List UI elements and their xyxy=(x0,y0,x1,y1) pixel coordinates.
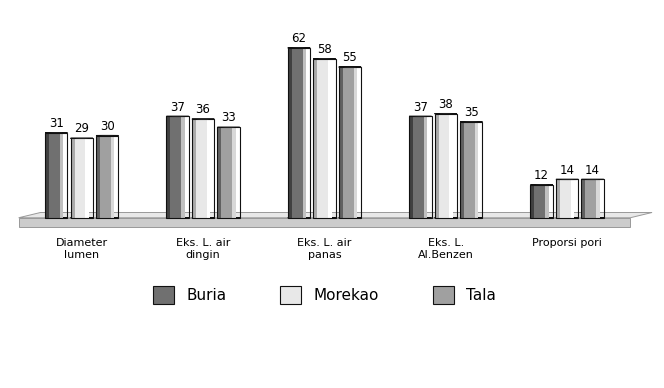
Bar xyxy=(545,185,549,218)
Bar xyxy=(74,138,89,218)
Bar xyxy=(45,133,49,218)
Bar xyxy=(49,133,64,218)
Text: 37: 37 xyxy=(413,100,428,114)
Bar xyxy=(556,179,578,218)
Bar xyxy=(596,179,600,218)
Bar xyxy=(45,133,68,218)
Bar xyxy=(70,138,93,218)
Bar xyxy=(96,135,100,218)
Bar xyxy=(181,116,185,218)
Bar xyxy=(167,116,189,218)
Text: 36: 36 xyxy=(196,103,210,116)
Text: 12: 12 xyxy=(534,169,549,182)
Legend: Buria, Morekao, Tala: Buria, Morekao, Tala xyxy=(148,282,501,308)
Bar xyxy=(434,114,439,218)
Bar xyxy=(535,185,549,218)
Bar xyxy=(100,135,114,218)
Text: 38: 38 xyxy=(438,98,453,111)
Bar xyxy=(464,122,479,218)
Bar xyxy=(560,179,574,218)
Bar xyxy=(196,119,210,218)
Bar xyxy=(556,179,560,218)
Text: 62: 62 xyxy=(291,32,307,45)
Bar xyxy=(586,179,600,218)
Text: 29: 29 xyxy=(74,123,89,135)
Bar xyxy=(192,119,214,218)
Text: 30: 30 xyxy=(100,120,115,133)
Bar xyxy=(582,179,604,218)
Polygon shape xyxy=(19,213,652,218)
Bar xyxy=(313,59,317,218)
Bar xyxy=(70,138,74,218)
Bar xyxy=(288,48,291,218)
Bar xyxy=(460,122,464,218)
Bar xyxy=(167,116,171,218)
Text: 14: 14 xyxy=(560,164,574,177)
Bar xyxy=(343,67,357,218)
Bar xyxy=(96,135,118,218)
Bar xyxy=(217,127,240,218)
Text: 35: 35 xyxy=(464,106,479,119)
Bar xyxy=(192,119,196,218)
Bar xyxy=(313,59,335,218)
Bar xyxy=(460,122,483,218)
Bar xyxy=(409,116,432,218)
Bar xyxy=(434,114,457,218)
Text: 33: 33 xyxy=(221,111,236,125)
Bar xyxy=(317,59,331,218)
Bar xyxy=(221,127,236,218)
Text: 14: 14 xyxy=(585,164,600,177)
Bar xyxy=(328,59,331,218)
Bar xyxy=(60,133,64,218)
Polygon shape xyxy=(19,218,630,227)
Bar xyxy=(531,185,535,218)
Bar xyxy=(475,122,479,218)
Text: 55: 55 xyxy=(343,51,357,64)
Bar xyxy=(353,67,357,218)
Bar xyxy=(217,127,221,218)
Bar xyxy=(409,116,413,218)
Bar xyxy=(450,114,453,218)
Bar xyxy=(424,116,428,218)
Bar xyxy=(86,138,89,218)
Bar xyxy=(531,185,553,218)
Bar xyxy=(339,67,343,218)
Bar xyxy=(303,48,306,218)
Text: 58: 58 xyxy=(317,43,332,56)
Bar xyxy=(207,119,210,218)
Bar xyxy=(413,116,428,218)
Bar xyxy=(171,116,185,218)
Bar xyxy=(571,179,574,218)
Bar xyxy=(339,67,361,218)
Text: 37: 37 xyxy=(170,100,185,114)
Text: 31: 31 xyxy=(49,117,64,130)
Bar xyxy=(288,48,310,218)
Bar xyxy=(439,114,453,218)
Bar xyxy=(232,127,236,218)
Bar xyxy=(111,135,114,218)
Bar xyxy=(582,179,586,218)
Bar xyxy=(291,48,306,218)
